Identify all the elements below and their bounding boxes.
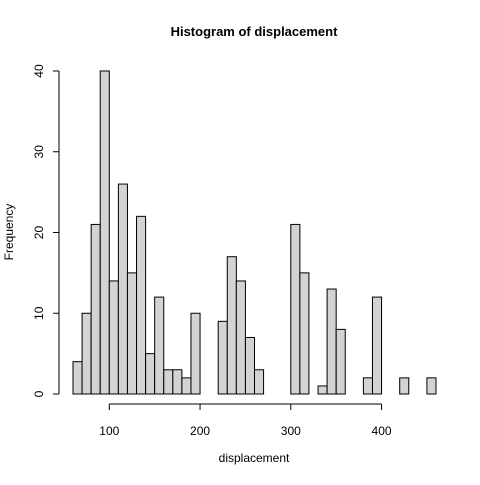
bars-group (72, 70, 437, 395)
histogram-bar (90, 223, 101, 395)
histogram-bar (163, 369, 174, 395)
histogram-bar (244, 336, 256, 395)
histogram-bar (217, 320, 228, 395)
histogram-bar (154, 296, 165, 395)
y-tick-label: 0 (32, 390, 46, 397)
histogram-bar (299, 272, 310, 395)
y-axis-label: Frequency (2, 204, 16, 261)
x-axis-label: displacement (219, 451, 290, 465)
y-tick-label: 30 (32, 145, 46, 159)
x-axis: 100 200 300 400 (99, 403, 392, 438)
histogram-bar (235, 280, 246, 395)
histogram-bar (362, 377, 373, 395)
histogram-bar (326, 288, 337, 395)
y-tick-label: 20 (32, 226, 46, 240)
histogram-bar (317, 385, 328, 395)
x-tick-label: 400 (372, 424, 392, 438)
y-axis: 0 10 20 30 40 (32, 64, 60, 397)
histogram-bar (426, 377, 437, 395)
histogram-bar (226, 256, 237, 395)
histogram-bar (399, 377, 410, 395)
histogram-bar (172, 369, 183, 395)
chart-title: Histogram of displacement (171, 24, 339, 39)
histogram-bar (108, 280, 119, 395)
histogram-bar (136, 215, 147, 395)
y-tick-label: 10 (32, 306, 46, 320)
histogram-bar (99, 70, 110, 395)
y-tick-label: 40 (32, 64, 46, 78)
x-tick-label: 100 (99, 424, 119, 438)
histogram-bar (126, 272, 138, 395)
x-tick-label: 200 (190, 424, 210, 438)
histogram-bar (117, 183, 128, 395)
histogram-bar (290, 223, 301, 395)
histogram-bar (72, 361, 83, 395)
histogram-bar (254, 369, 265, 395)
histogram-bar (190, 312, 201, 395)
x-tick-label: 300 (281, 424, 301, 438)
histogram-bar (81, 312, 92, 395)
histogram-bar (371, 296, 383, 395)
histogram-bar (181, 377, 192, 395)
histogram-bar (145, 353, 156, 395)
histogram-bar (335, 328, 346, 395)
